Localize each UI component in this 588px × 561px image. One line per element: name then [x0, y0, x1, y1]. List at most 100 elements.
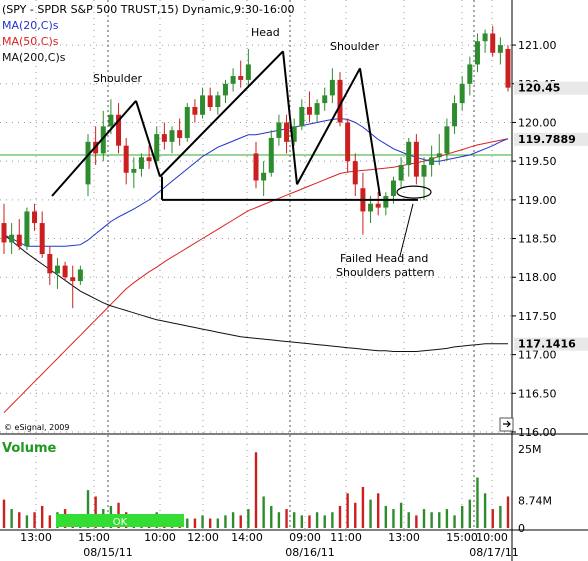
candle-body	[245, 64, 251, 80]
annotation-head: Head	[251, 26, 280, 39]
price-tag: 117.1416	[518, 338, 576, 351]
x-date-label: 08/16/11	[285, 546, 334, 559]
candle-body	[108, 114, 114, 127]
volume-bar	[361, 487, 365, 528]
candle-body	[390, 180, 396, 196]
y-tick-label: 117.50	[518, 310, 557, 323]
volume-bar	[25, 515, 29, 528]
volume-bar	[18, 512, 21, 528]
volume-bar	[453, 515, 456, 528]
ok-status-box[interactable]	[56, 514, 184, 527]
volume-bar	[285, 509, 288, 528]
annotation-failed-line2: Shoulders pattern	[336, 266, 435, 279]
candle-body	[452, 103, 458, 127]
candle-body	[306, 106, 312, 115]
pattern-right-fall	[359, 68, 381, 197]
x-axis: 13:00 15:00 10:00 12:00 14:00 09:00 11:00 13:00…	[20, 531, 519, 559]
candle-body	[47, 254, 53, 274]
x-tick-label: 11:00	[330, 531, 362, 544]
candle-body	[146, 157, 152, 162]
candle-body	[276, 122, 282, 138]
volume-label: Volume	[2, 441, 57, 456]
candle-body	[192, 106, 198, 115]
y-tick-label: 120.00	[518, 116, 557, 129]
x-tick-label: 12:00	[187, 531, 219, 544]
candle-body	[123, 145, 129, 173]
volume-tick-label: 25M	[518, 443, 542, 456]
volume-bar	[270, 505, 273, 528]
pattern-drawing	[51, 50, 432, 257]
volume-bar	[468, 499, 472, 528]
x-tick-label: 09:00	[289, 531, 321, 544]
candle-body	[429, 157, 435, 166]
volume-bar	[224, 515, 227, 528]
x-tick-label: 13:00	[388, 531, 420, 544]
breakout-ellipse	[396, 185, 432, 199]
price-tag: 120.45	[518, 82, 560, 95]
x-tick-label: 15:00	[446, 531, 478, 544]
volume-bar	[2, 499, 6, 528]
legend-ma50: MA(50,C)s	[2, 35, 59, 48]
volume-bar	[506, 496, 510, 528]
volume-bar	[239, 515, 242, 528]
price-tag-bg	[514, 81, 588, 95]
candle-body	[482, 33, 488, 42]
y-tick-label: 121.00	[518, 39, 557, 52]
y-tick-label: 116.00	[518, 426, 557, 439]
candle-body	[421, 165, 427, 177]
volume-bar	[40, 505, 44, 528]
volume-bar	[94, 496, 97, 528]
x-date-label: 08/15/11	[83, 546, 132, 559]
candle-body	[406, 141, 412, 166]
candle-body	[100, 126, 106, 154]
candle-body	[131, 168, 137, 173]
candle-body	[368, 203, 374, 212]
candle-body	[497, 45, 503, 53]
volume-bar	[483, 493, 487, 528]
chart-title: (SPY - SPDR S&P 500 TRUST,15) Dynamic,9:…	[2, 3, 295, 16]
candle-body	[177, 130, 183, 138]
volume-bar	[323, 515, 326, 528]
volume-bar	[254, 452, 258, 528]
candle-body	[62, 265, 68, 278]
volume-bar	[491, 509, 494, 528]
pattern-head-fall	[282, 51, 298, 185]
volume-tick-label: 0	[518, 522, 525, 535]
candle-body	[16, 234, 22, 247]
candle-body	[505, 48, 511, 88]
volume-bar	[186, 518, 189, 528]
candle-body	[467, 64, 473, 84]
candle-body	[444, 126, 450, 154]
volume-bar	[369, 499, 372, 528]
candle-body	[70, 277, 76, 282]
scroll-arrow-icon[interactable]	[499, 417, 514, 432]
candle-body	[184, 106, 190, 138]
candle-body	[261, 172, 267, 181]
volume-bar	[300, 515, 304, 528]
candle-body	[54, 265, 60, 274]
candle-body	[215, 95, 221, 107]
x-date-label: 08/17/11	[469, 546, 518, 559]
volume-bar	[247, 509, 250, 528]
candle-body	[459, 83, 465, 104]
volume-bar	[415, 515, 418, 528]
ma200-line	[3, 234, 508, 352]
volume-bar	[384, 505, 388, 528]
annotation-right-shoulder: Shoulder	[330, 40, 379, 53]
candle-body	[398, 165, 404, 181]
candle-body	[253, 153, 259, 181]
volume-bar	[430, 512, 433, 528]
candle-body	[116, 114, 122, 146]
candle-body	[24, 211, 30, 247]
candle-body	[138, 157, 144, 169]
volume-bar	[201, 515, 204, 528]
candle-body	[329, 79, 335, 96]
volume-bar	[460, 505, 464, 528]
candle-body	[284, 122, 290, 142]
annotation-left-shoulder: Shoulder	[93, 72, 142, 85]
volume-bar	[445, 509, 449, 528]
y-tick-label: 117.00	[518, 349, 557, 362]
volume-bar	[438, 512, 441, 528]
